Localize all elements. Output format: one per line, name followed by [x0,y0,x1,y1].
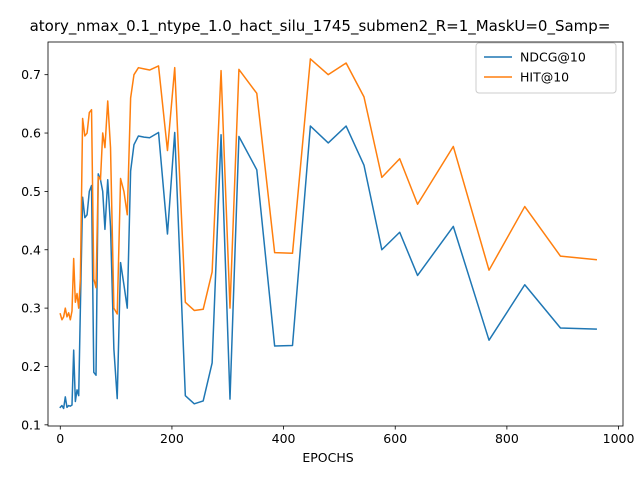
y-tick-label: 0.6 [21,126,41,141]
y-tick-label: 0.3 [21,301,41,316]
y-tick-label: 0.7 [21,67,41,82]
axes: 0 200 400 600 800 1000 0.1 0.2 0.3 0.4 0.5 0.6 0.7 [21,41,635,446]
chart-title: atory_nmax_0.1_ntype_1.0_hact_silu_1745_… [30,17,611,36]
x-axis-label: EPOCHS [302,450,353,465]
series-line-1 [59,125,597,410]
legend-label-2: HIT@10 [520,70,569,85]
axes-frame [47,41,624,427]
y-tick-label: 0.2 [21,359,41,374]
x-tick-label: 0 [56,431,64,446]
x-tick-label: 400 [272,431,296,446]
series-line-2 [59,58,598,321]
y-tick-label: 0.5 [21,184,41,199]
y-tick-label: 0.1 [21,417,41,432]
x-tick-label: 200 [160,431,184,446]
legend-label-1: NDCG@10 [520,50,586,65]
x-tick-label: 600 [383,431,407,446]
plot-area [59,58,598,410]
legend: NDCG@10 HIT@10 [475,42,617,94]
y-tick-label: 0.4 [21,242,41,257]
x-tick-label: 1000 [603,431,635,446]
legend-box [475,42,617,94]
x-tick-label: 800 [495,431,519,446]
